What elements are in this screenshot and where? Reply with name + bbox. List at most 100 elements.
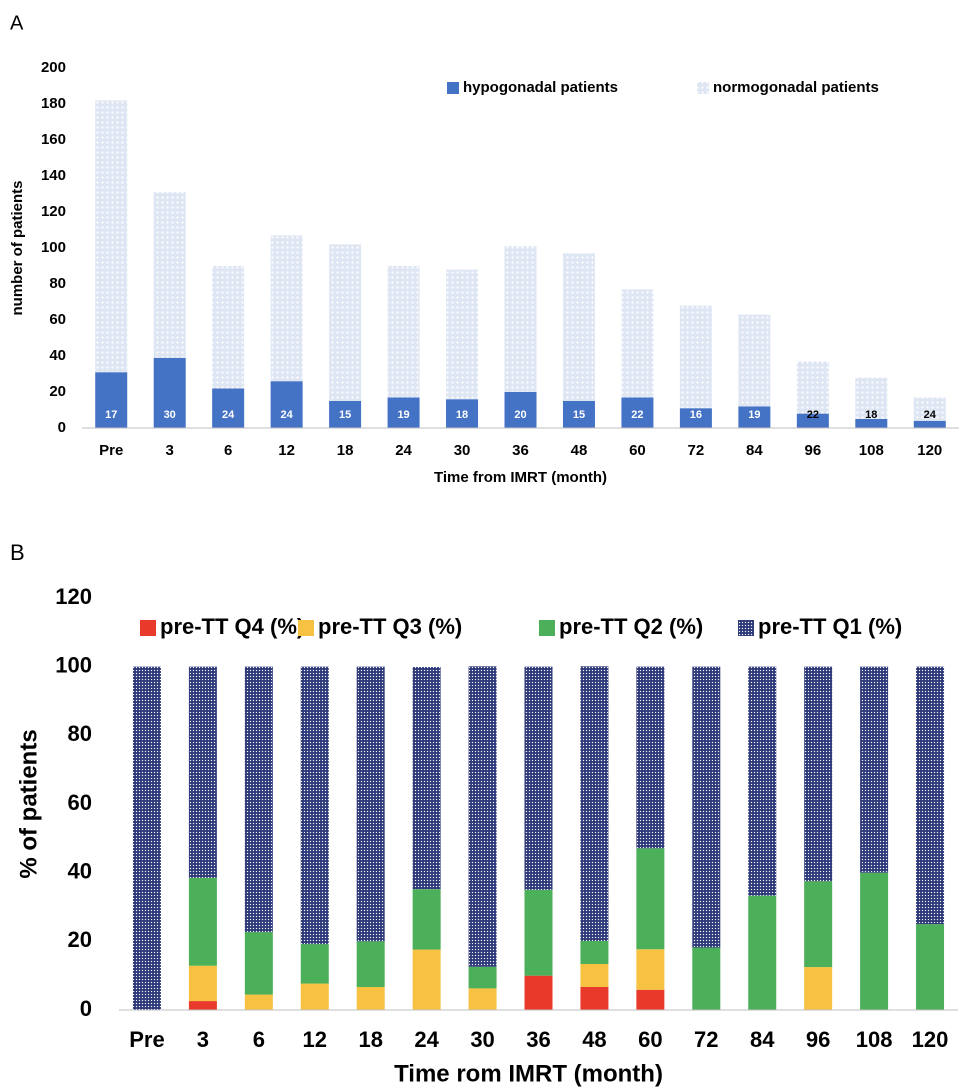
- legend-swatch: [539, 620, 555, 636]
- x-axis-title: Time rom IMRT (month): [394, 1060, 663, 1087]
- y-tick-label: 60: [49, 311, 66, 328]
- bar-segment: [580, 986, 609, 1010]
- legend-swatch: [447, 82, 459, 94]
- legend-label: pre-TT Q2 (%): [559, 614, 703, 639]
- legend-swatch: [697, 82, 709, 94]
- x-tick-label: 3: [166, 442, 174, 459]
- bar-segment: [212, 266, 245, 389]
- y-tick-label: 20: [49, 383, 66, 400]
- bar-segment: [244, 666, 273, 933]
- x-tick-label: 60: [629, 442, 646, 459]
- x-tick-label: 96: [804, 442, 821, 459]
- bar-segment: [855, 377, 888, 419]
- bar-segment: [95, 372, 128, 428]
- legend-label: pre-TT Q4 (%): [160, 614, 304, 639]
- bar-segment: [692, 947, 721, 1010]
- y-tick-label: 80: [49, 275, 66, 292]
- x-tick-label: 96: [806, 1027, 830, 1052]
- bar-segment: [796, 361, 829, 414]
- legend-label: normogonadal patients: [713, 79, 879, 96]
- bar-segment: [212, 388, 245, 428]
- bar-segment: [804, 967, 833, 1010]
- y-tick-label: 60: [68, 790, 92, 815]
- x-tick-label: Pre: [129, 1027, 164, 1052]
- x-tick-label: 84: [750, 1027, 775, 1052]
- bar-label: 30: [164, 409, 176, 421]
- bar-segment: [621, 289, 654, 398]
- bar-segment: [356, 986, 385, 1010]
- x-tick-label: 72: [688, 442, 705, 459]
- bar-segment: [244, 932, 273, 995]
- bar-segment: [562, 253, 595, 401]
- bar-label: 19: [748, 409, 760, 421]
- x-tick-label: 12: [303, 1027, 327, 1052]
- y-tick-label: 100: [41, 239, 66, 256]
- bar-label: 18: [456, 409, 468, 421]
- legend-label: hypogonadal patients: [463, 79, 618, 96]
- bar-segment: [188, 965, 217, 1002]
- legend-swatch: [140, 620, 156, 636]
- bar-segment: [524, 666, 553, 890]
- x-tick-label: 60: [638, 1027, 662, 1052]
- bar-segment: [300, 666, 329, 945]
- bar-segment: [524, 975, 553, 1010]
- bar-segment: [329, 401, 362, 428]
- bar-segment: [412, 949, 441, 1010]
- x-axis-title: Time from IMRT (month): [434, 469, 607, 486]
- bar-segment: [387, 266, 420, 398]
- x-tick-label: 18: [337, 442, 354, 459]
- bar-segment: [95, 100, 128, 373]
- bar-segment: [580, 666, 609, 941]
- x-tick-label: 120: [917, 442, 942, 459]
- bar-segment: [524, 889, 553, 976]
- y-tick-label: 200: [41, 59, 66, 76]
- y-tick-label: 100: [55, 652, 92, 677]
- bar-segment: [916, 666, 945, 925]
- x-tick-label: 6: [224, 442, 232, 459]
- bar-label: 15: [339, 409, 351, 421]
- bar-label: 22: [631, 409, 643, 421]
- bar-segment: [636, 989, 665, 1010]
- bar-segment: [860, 872, 889, 1010]
- bar-segment: [804, 666, 833, 882]
- legend-swatch: [738, 620, 754, 636]
- x-tick-label: 36: [512, 442, 529, 459]
- bar-segment: [580, 940, 609, 964]
- bar-segment: [916, 924, 945, 1010]
- bar-segment: [356, 666, 385, 942]
- x-tick-label: Pre: [99, 442, 123, 459]
- bar-segment: [855, 419, 888, 428]
- legend-swatch: [298, 620, 314, 636]
- bar-segment: [188, 877, 217, 966]
- x-tick-label: 108: [859, 442, 884, 459]
- x-tick-label: 3: [197, 1027, 209, 1052]
- panel-label: B: [10, 540, 25, 565]
- bar-segment: [636, 848, 665, 950]
- bar-segment: [446, 269, 479, 400]
- x-tick-label: 72: [694, 1027, 718, 1052]
- bar-segment: [748, 666, 777, 896]
- bar-segment: [329, 244, 362, 401]
- bar-segment: [562, 401, 595, 428]
- bar-segment: [504, 246, 537, 392]
- bar-segment: [446, 399, 479, 428]
- x-tick-label: 48: [571, 442, 588, 459]
- x-tick-label: 48: [582, 1027, 606, 1052]
- bar-segment: [679, 408, 712, 428]
- y-tick-label: 40: [49, 347, 66, 364]
- bar-segment: [913, 397, 946, 421]
- y-axis-title: % of patients: [15, 729, 42, 878]
- y-tick-label: 0: [58, 419, 66, 436]
- bar-label: 19: [397, 409, 409, 421]
- y-tick-label: 120: [41, 203, 66, 220]
- bar-segment: [860, 666, 889, 873]
- bar-label: 24: [924, 409, 937, 421]
- y-tick-label: 120: [55, 584, 92, 609]
- bar-segment: [188, 1001, 217, 1010]
- bar-segment: [738, 314, 771, 407]
- legend-label: pre-TT Q3 (%): [318, 614, 462, 639]
- y-tick-label: 0: [80, 996, 92, 1021]
- y-tick-label: 160: [41, 131, 66, 148]
